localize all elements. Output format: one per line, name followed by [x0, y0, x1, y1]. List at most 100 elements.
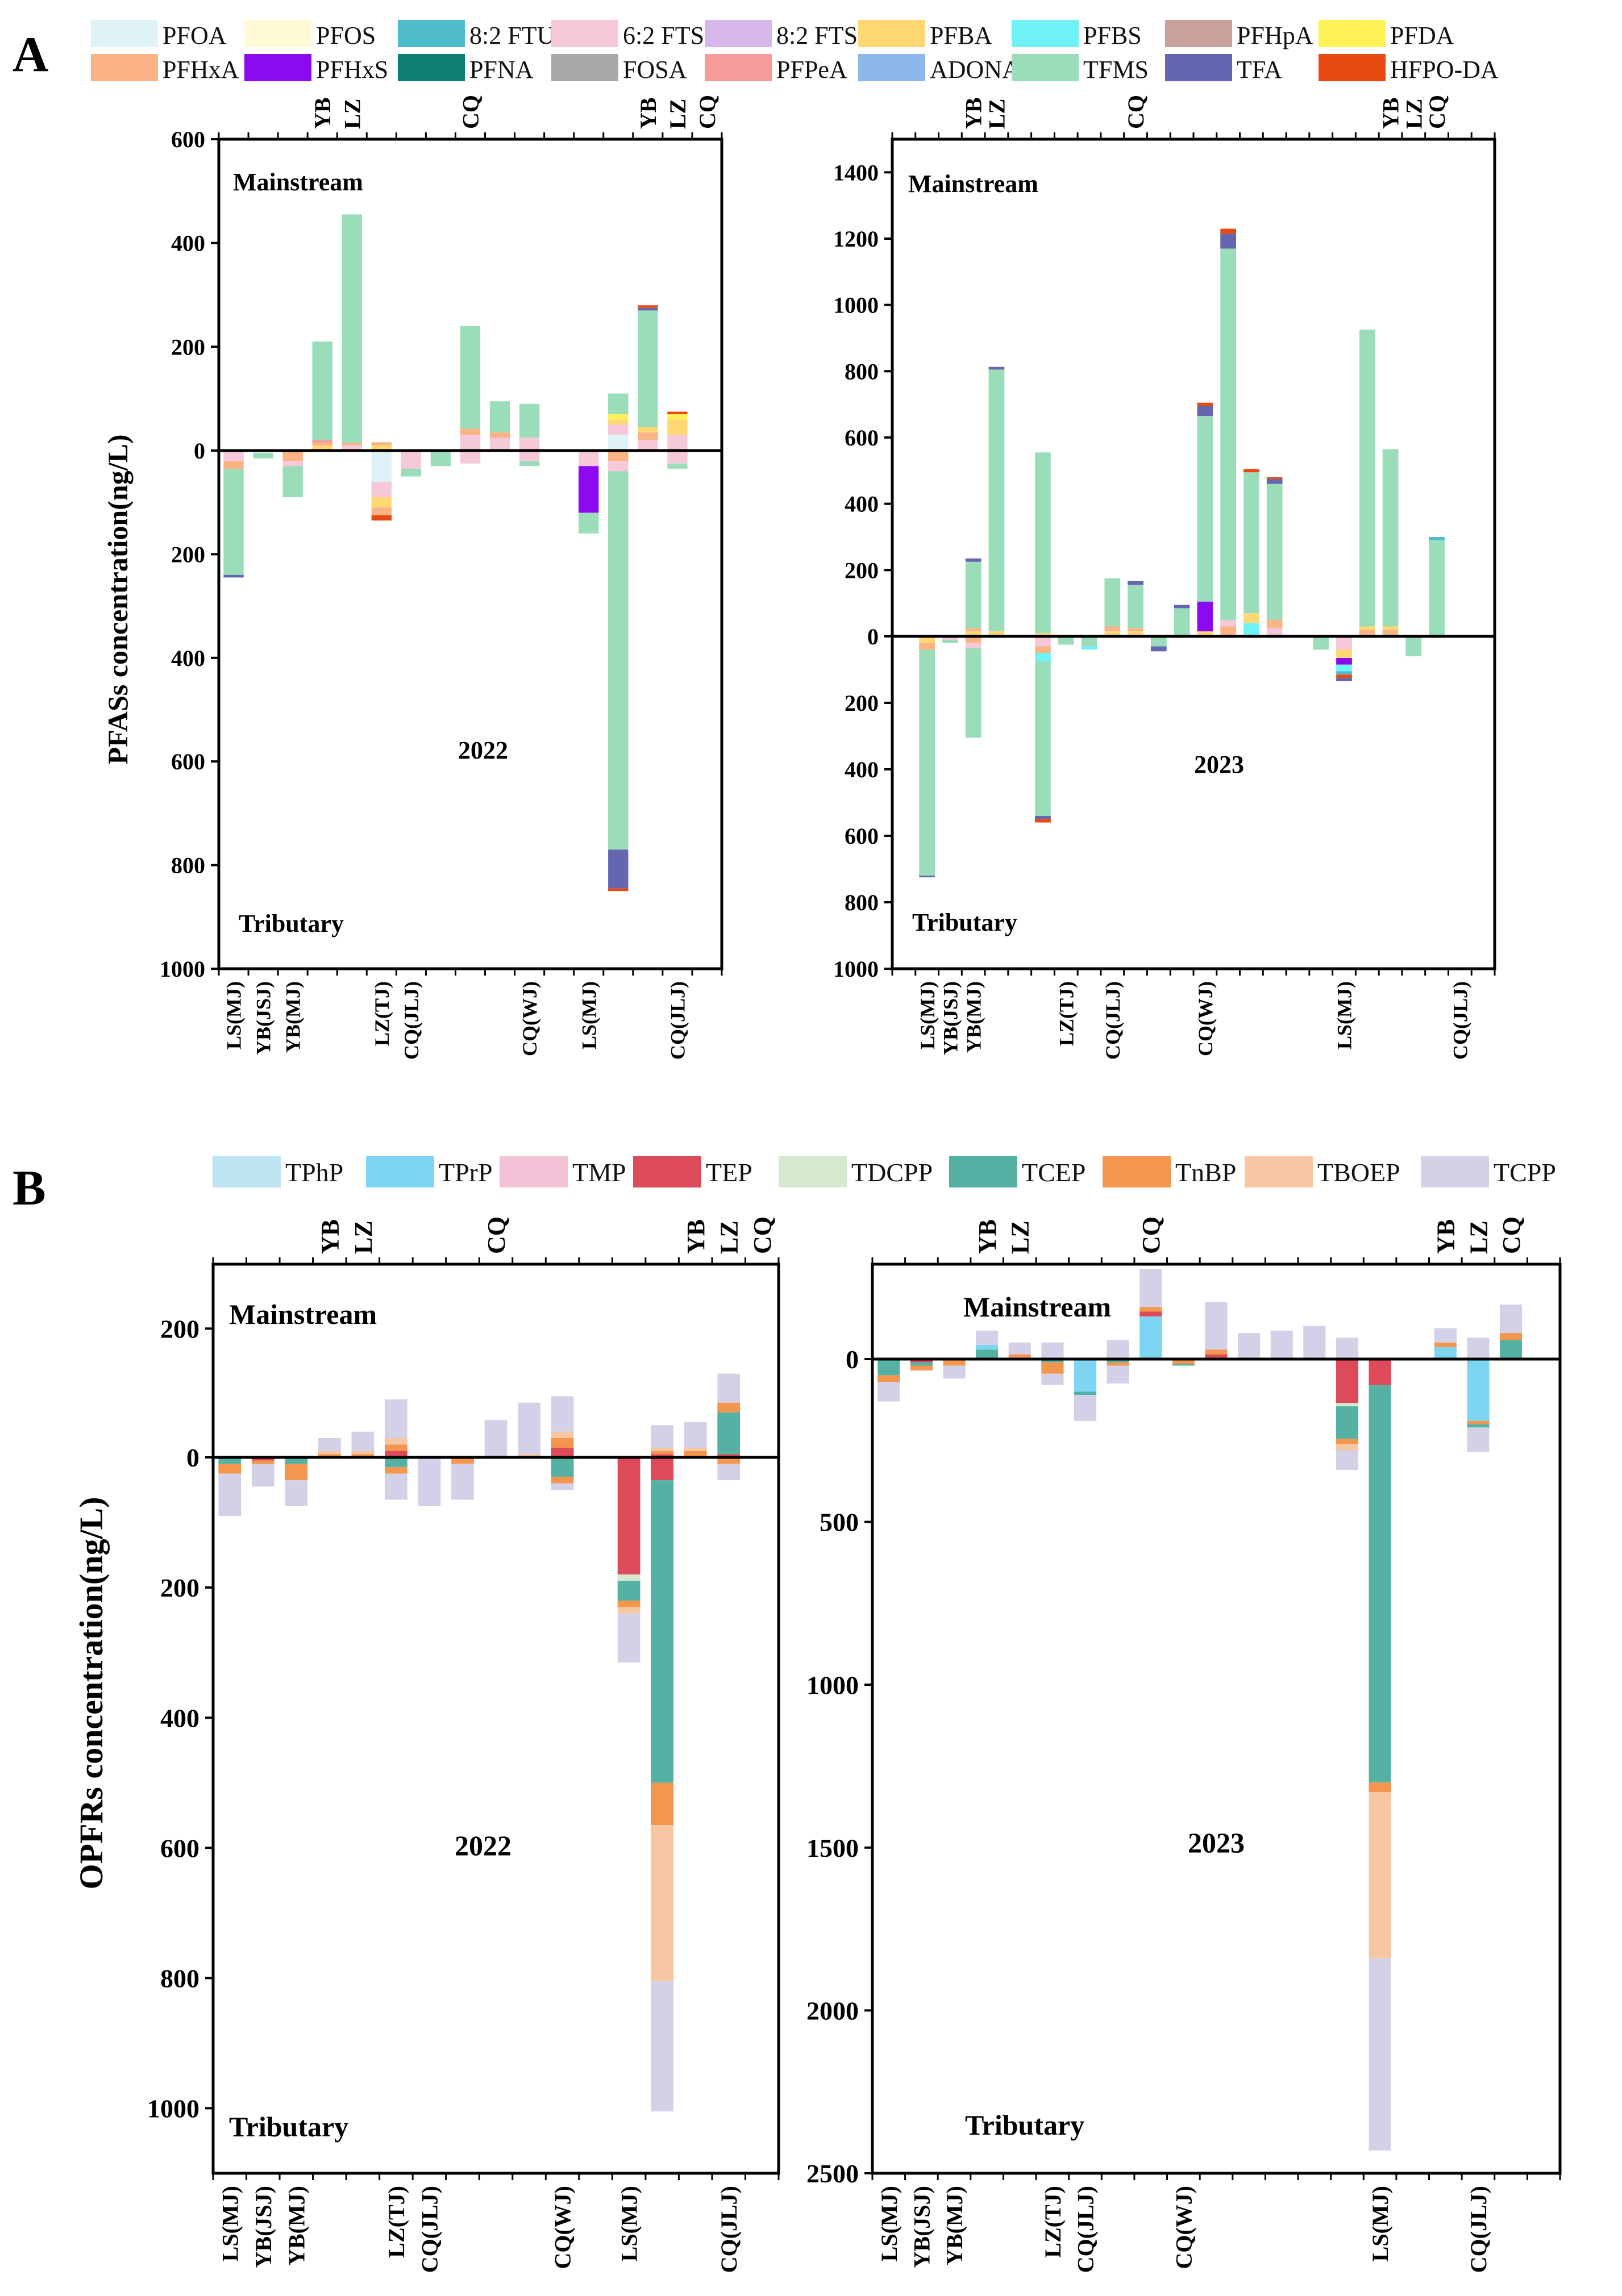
bar-segment-tfms — [1128, 585, 1143, 628]
site-label-bottom: LS(MJ) — [617, 2186, 642, 2261]
bar-segment-tprp — [1139, 1316, 1162, 1359]
y-tick-label: 0 — [186, 1443, 199, 1472]
bar-segment-tcpp — [651, 1425, 674, 1448]
y-tick-label: 600 — [171, 749, 205, 774]
bar-segment-tfa — [1174, 605, 1190, 609]
site-label-bottom: YB(MJ) — [962, 981, 985, 1053]
plot-frame — [891, 137, 1496, 970]
legend-pfas-swatch — [1012, 54, 1079, 81]
bar-segment-62fts — [1266, 628, 1283, 636]
legend-pfas-swatch — [1165, 54, 1232, 81]
bar-segment-tfms — [223, 468, 244, 575]
legend-pfas-label: PFDA — [1390, 22, 1454, 49]
bar-segment-tcpp — [1434, 1328, 1457, 1343]
bar-segment-tfms — [667, 463, 688, 469]
bar-segment-62fts — [460, 451, 481, 464]
bar-segment-tcpp — [617, 1613, 641, 1662]
legend-pfas-label: PFHxS — [316, 56, 388, 84]
bar-segment-tnbp — [385, 1467, 407, 1474]
y-tick-label: 200 — [845, 690, 879, 716]
legend-pfas-label: TFA — [1237, 56, 1282, 84]
bar-segment-tcpp — [385, 1399, 407, 1438]
bar-segment-tcpp — [351, 1431, 375, 1451]
bar-segment-tboep — [518, 1454, 540, 1457]
group-label-top: YB — [974, 1219, 1001, 1254]
legend-opfr-swatch — [366, 1156, 434, 1187]
site-label-bottom: YB(JSJ) — [252, 981, 275, 1055]
bar-segment-tep — [651, 1457, 674, 1481]
bar-segment-tcpp — [684, 1422, 707, 1448]
bar-segment-tep — [251, 1457, 275, 1461]
legend-pfas-label: 8:2 FTS — [776, 22, 858, 49]
legend-opfr-swatch — [500, 1156, 568, 1187]
y-tick-label: 200 — [171, 334, 205, 360]
group-label-top: LZ — [716, 1220, 743, 1254]
bar-segment-tcep — [1369, 1385, 1391, 1783]
y-tick-label: 2500 — [806, 2159, 859, 2188]
bar-segment-tfa — [919, 876, 935, 878]
bar-segment-tfms — [942, 639, 958, 643]
legend-pfas-swatch — [705, 20, 772, 47]
y-tick-label: 200 — [160, 1314, 199, 1343]
bar-segment-tep — [1205, 1354, 1228, 1359]
bar-segment-tep — [1369, 1359, 1391, 1385]
bar-segment-tfa — [1197, 406, 1213, 416]
bar-segment-tnbp — [251, 1460, 275, 1464]
legend-pfas-swatch — [398, 54, 465, 81]
group-label-top: LZ — [350, 1220, 377, 1254]
bar-segment-62fts — [608, 424, 629, 435]
bar-segment-tfms — [489, 401, 510, 433]
bar-segment-tnbp — [1499, 1333, 1523, 1340]
bar-segment-tnbp — [1008, 1354, 1031, 1359]
bar-segment-tnbp — [1205, 1349, 1228, 1355]
year-label: 2022 — [455, 1830, 511, 1861]
legend-opfr-swatch — [633, 1156, 701, 1187]
y-tick-label: 400 — [171, 645, 205, 671]
legend-pfas-label: PFHpA — [1237, 22, 1313, 49]
bar-segment-tcpp — [1139, 1269, 1162, 1307]
legend-pfas-swatch — [1319, 20, 1386, 47]
bar-segment-pfba — [1035, 633, 1051, 636]
group-label-top: YB — [316, 1219, 344, 1254]
y-tick-label: 1000 — [833, 293, 879, 318]
group-label-top: CQ — [694, 95, 720, 129]
bar-segment-pfba — [608, 419, 629, 425]
mainstream-label: Mainstream — [233, 168, 363, 196]
site-label-bottom: CQ(JLJ) — [400, 981, 423, 1060]
bar-segment-tnbp — [385, 1444, 407, 1451]
y-tick-label: 400 — [171, 231, 205, 256]
bar-segment-tfms — [1035, 661, 1051, 816]
group-label-top: CQ — [1137, 1216, 1165, 1254]
bar-segment-pfbs — [1035, 653, 1051, 661]
bar-segment-tcpp — [1499, 1304, 1523, 1334]
bar-segment-pfhxa — [1359, 630, 1375, 636]
bar-segment-tfms — [1035, 452, 1051, 634]
bar-segment-tnbp — [617, 1601, 641, 1607]
y-axis-label-opfr: OPFRs concentration(ng/L) — [73, 1497, 110, 1889]
bar-segment-tcpp — [1369, 1958, 1391, 2151]
bar-segment-pfhxa — [1266, 619, 1283, 628]
legend-pfas-swatch — [1165, 20, 1232, 47]
legend-opfr-label: TCEP — [1022, 1158, 1086, 1187]
bar-segment-tnbp — [943, 1359, 966, 1366]
bar-segment-tfms — [919, 649, 935, 876]
site-label-bottom: YB(JSJ) — [251, 2186, 276, 2268]
bar-segment-tfa — [965, 558, 981, 562]
bar-segment-tcpp — [877, 1382, 900, 1402]
legend-pfas-label: PFPeA — [776, 56, 847, 84]
legend-pfas-swatch — [244, 54, 311, 81]
bar-segment-tboep — [684, 1448, 707, 1451]
bar-segment-tnbp — [651, 1782, 674, 1826]
bar-segment-pfbs — [1336, 664, 1352, 672]
y-tick-label: 1000 — [147, 2094, 199, 2123]
bar-segment-tcep — [551, 1457, 574, 1477]
bar-segment-pfba — [1128, 631, 1143, 636]
y-tick-label: 200 — [845, 557, 879, 583]
bar-segment-tfms — [638, 310, 658, 427]
site-label-bottom: CQ(WJ) — [1194, 981, 1217, 1056]
bar-segment-tnbp — [651, 1451, 674, 1455]
legend-pfas-swatch — [858, 54, 925, 81]
y-tick-label: 400 — [845, 757, 879, 782]
bar-segment-tnbp — [717, 1402, 741, 1412]
